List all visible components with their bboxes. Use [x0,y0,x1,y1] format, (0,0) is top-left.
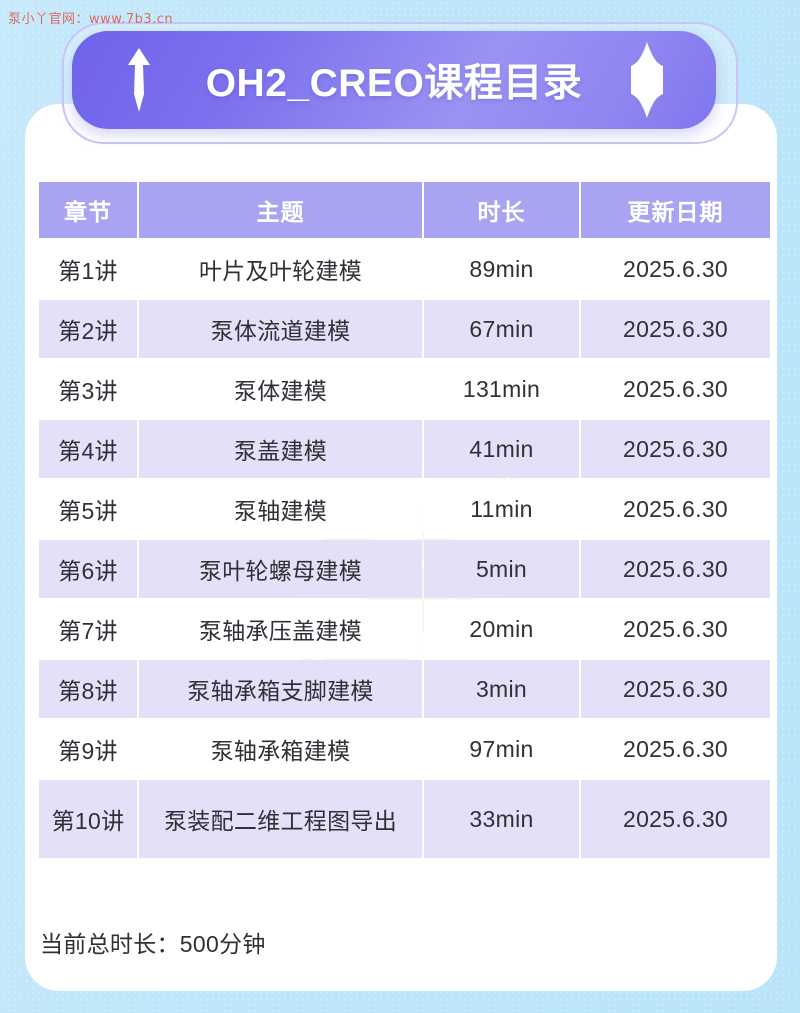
cell-chapter: 第9讲 [39,720,137,778]
cell-duration: 3min [424,660,579,718]
cell-date: 2025.6.30 [581,240,770,298]
cell-date: 2025.6.30 [581,360,770,418]
table-row: 第6讲 泵叶轮螺母建模 5min 2025.6.30 [39,540,770,598]
table-row: 第5讲 泵轴建模 11min 2025.6.30 [39,480,770,538]
cell-date: 2025.6.30 [581,480,770,538]
watermark-url-text: 泵小丫官网：www.7b3.cn [8,12,174,27]
column-header-topic: 主题 [139,182,422,238]
page-title: OH2_CREO课程目录 [205,62,583,105]
cell-chapter: 第1讲 [39,240,137,298]
cell-chapter: 第10讲 [39,780,137,858]
cell-duration: 33min [424,780,579,858]
column-header-date: 更新日期 [581,182,770,238]
cell-date: 2025.6.30 [581,420,770,478]
cell-duration: 41min [424,420,579,478]
course-table-container: 章节 主题 时长 更新日期 第1讲 叶片及叶轮建模 89min 2025.6.30 第2… [37,180,770,860]
cell-topic: 泵轴建模 [139,480,422,538]
cell-duration: 131min [424,360,579,418]
cell-date: 2025.6.30 [581,600,770,658]
cell-duration: 11min [424,480,579,538]
cell-topic: 泵轴承压盖建模 [139,600,422,658]
course-table: 章节 主题 时长 更新日期 第1讲 叶片及叶轮建模 89min 2025.6.30 第2… [37,180,772,860]
banner-inner: OH2_CREO课程目录 [72,31,716,129]
cell-duration: 89min [424,240,579,298]
lens-diamond-icon [631,42,663,118]
cell-chapter: 第8讲 [39,660,137,718]
table-header-row: 章节 主题 时长 更新日期 [39,182,770,238]
cell-duration: 67min [424,300,579,358]
cell-chapter: 第4讲 [39,420,137,478]
cell-date: 2025.6.30 [581,300,770,358]
table-row: 第3讲 泵体建模 131min 2025.6.30 [39,360,770,418]
up-arrow-icon [128,48,150,112]
cell-topic: 泵轴承箱支脚建模 [139,660,422,718]
total-duration-label: 当前总时长：500分钟 [40,931,266,957]
table-body: 第1讲 叶片及叶轮建模 89min 2025.6.30 第2讲 泵体流道建模 67min 20… [39,240,770,858]
table-row: 第1讲 叶片及叶轮建模 89min 2025.6.30 [39,240,770,298]
table-row: 第2讲 泵体流道建模 67min 2025.6.30 [39,300,770,358]
table-row: 第7讲 泵轴承压盖建模 20min 2025.6.30 [39,600,770,658]
cell-topic: 泵体建模 [139,360,422,418]
column-header-duration: 时长 [424,182,579,238]
cell-topic: 泵盖建模 [139,420,422,478]
cell-duration: 5min [424,540,579,598]
cell-topic: 泵轴承箱建模 [139,720,422,778]
cell-topic: 泵叶轮螺母建模 [139,540,422,598]
cell-duration: 97min [424,720,579,778]
cell-chapter: 第6讲 [39,540,137,598]
cell-date: 2025.6.30 [581,540,770,598]
cell-chapter: 第2讲 [39,300,137,358]
title-banner: OH2_CREO课程目录 [62,22,738,144]
cell-chapter: 第3讲 [39,360,137,418]
cell-chapter: 第7讲 [39,600,137,658]
column-header-chapter: 章节 [39,182,137,238]
cell-topic: 叶片及叶轮建模 [139,240,422,298]
cell-date: 2025.6.30 [581,780,770,858]
cell-date: 2025.6.30 [581,720,770,778]
table-row: 第10讲 泵装配二维工程图导出 33min 2025.6.30 [39,780,770,858]
cell-duration: 20min [424,600,579,658]
cell-topic: 泵体流道建模 [139,300,422,358]
table-row: 第9讲 泵轴承箱建模 97min 2025.6.30 [39,720,770,778]
cell-topic: 泵装配二维工程图导出 [139,780,422,858]
cell-date: 2025.6.30 [581,660,770,718]
table-row: 第8讲 泵轴承箱支脚建模 3min 2025.6.30 [39,660,770,718]
table-row: 第4讲 泵盖建模 41min 2025.6.30 [39,420,770,478]
cell-chapter: 第5讲 [39,480,137,538]
